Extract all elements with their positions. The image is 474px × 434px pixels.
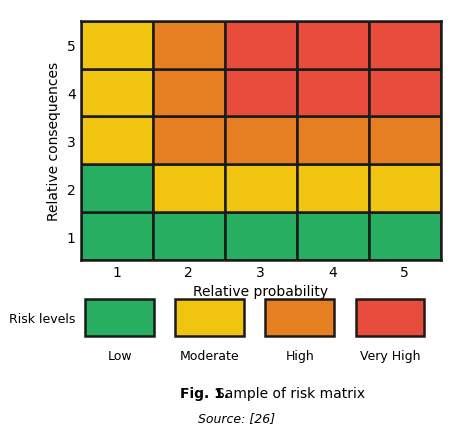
Text: Sample of risk matrix: Sample of risk matrix [216, 386, 365, 400]
Text: Risk levels: Risk levels [9, 312, 76, 326]
Bar [81, 213, 153, 260]
Bar [369, 165, 441, 213]
Bar [153, 165, 225, 213]
Bar [297, 22, 369, 69]
Bar [153, 117, 225, 165]
Bar [369, 22, 441, 69]
Y-axis label: Relative consequences: Relative consequences [47, 62, 61, 220]
Bar [297, 165, 369, 213]
Text: Very High: Very High [360, 349, 420, 362]
Bar [225, 165, 297, 213]
Bar [369, 117, 441, 165]
Text: Low: Low [108, 349, 132, 362]
Bar [225, 117, 297, 165]
Bar [153, 213, 225, 260]
Bar [369, 213, 441, 260]
Bar [369, 69, 441, 117]
Text: Source: [26]: Source: [26] [199, 411, 275, 424]
Text: Fig. 1.: Fig. 1. [180, 386, 229, 400]
Bar [81, 69, 153, 117]
Bar [81, 22, 153, 69]
Text: High: High [286, 349, 314, 362]
Bar [81, 117, 153, 165]
X-axis label: Relative probability: Relative probability [193, 285, 328, 299]
Bar [81, 165, 153, 213]
Bar [297, 213, 369, 260]
Bar [153, 69, 225, 117]
Bar [297, 69, 369, 117]
Bar [225, 213, 297, 260]
Bar [225, 69, 297, 117]
Bar [225, 22, 297, 69]
Text: Moderate: Moderate [180, 349, 240, 362]
Bar [297, 117, 369, 165]
Bar [153, 22, 225, 69]
